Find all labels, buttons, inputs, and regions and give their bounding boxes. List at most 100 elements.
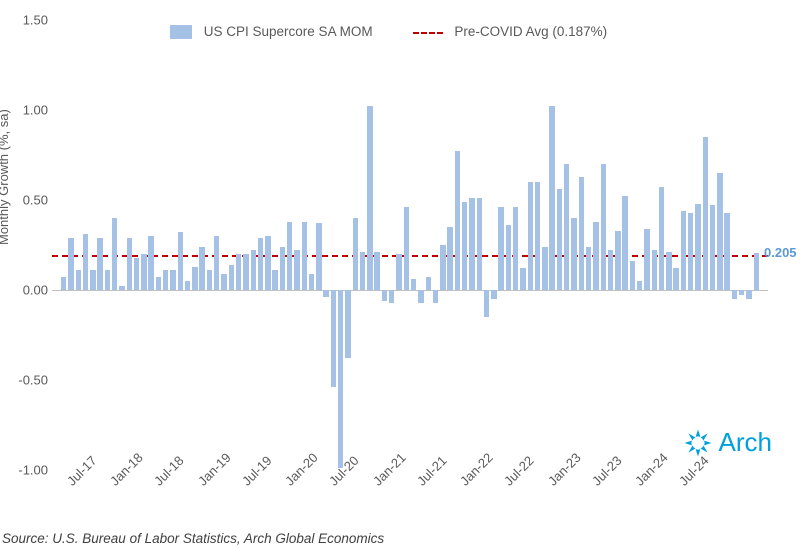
zero-axis-line [52,290,768,291]
bar [579,177,584,290]
bar [105,270,110,290]
bar [652,250,657,290]
bar [615,231,620,290]
bar [309,274,314,290]
arch-logo: Arch [683,427,772,458]
bar [571,218,576,290]
bar [469,198,474,290]
bar [549,106,554,290]
chart-container: Monthly Growth (%, sa) -1.00-0.500.000.5… [0,0,800,548]
bar [148,236,153,290]
bar [141,254,146,290]
bar [265,236,270,290]
bar [528,182,533,290]
y-tick-label: 1.00 [4,103,48,118]
bar [622,196,627,290]
legend-series-label: US CPI Supercore SA MOM [204,24,373,39]
bar [506,225,511,290]
bar [659,187,664,290]
bar [447,227,452,290]
bar [382,290,387,301]
bar [214,236,219,290]
bar [637,281,642,290]
x-tick-label: Jul-20 [326,478,337,489]
legend-refline-label: Pre-COVID Avg (0.187%) [454,24,607,39]
bar [703,137,708,290]
bar [119,286,124,290]
bar [542,247,547,290]
x-tick-label: Jan-24 [632,478,643,489]
bar [280,247,285,290]
bar [76,270,81,290]
bar [557,189,562,290]
y-tick-label: 1.50 [4,13,48,28]
bar [243,254,248,290]
bar [353,218,358,290]
bar [491,290,496,299]
bar [418,290,423,303]
bar [666,252,671,290]
bar [178,232,183,290]
bar [236,254,241,290]
arch-logo-icon [683,428,713,458]
x-tick-label: Jul-24 [676,478,687,489]
legend-dash-icon [413,32,443,34]
y-tick-label: 0.00 [4,283,48,298]
bar [221,274,226,290]
bar [513,207,518,290]
bar [287,222,292,290]
bar [724,213,729,290]
bar [134,258,139,290]
bar [440,245,445,290]
bar [404,207,409,290]
bar [739,290,744,295]
y-tick-label: 0.50 [4,193,48,208]
bar [732,290,737,299]
bar [83,234,88,290]
bar [229,265,234,290]
bar [593,222,598,290]
bar [156,277,161,290]
bar [586,247,591,290]
bar [717,173,722,290]
bar [754,253,759,290]
bar [433,290,438,303]
x-tick-label: Jul-19 [239,478,250,489]
y-tick-label: -0.50 [4,373,48,388]
bar [710,205,715,290]
bar [207,270,212,290]
bar [462,202,467,290]
bar [455,151,460,290]
x-tick-label: Jul-21 [414,478,425,489]
bar [251,250,256,290]
bar [601,164,606,290]
bar [316,223,321,290]
bar [258,238,263,290]
x-tick-label: Jul-18 [151,478,162,489]
bar [367,106,372,290]
bar [564,164,569,290]
bar [426,277,431,290]
bar [520,268,525,290]
plot-area [52,20,768,470]
bar [535,182,540,290]
bar [331,290,336,387]
x-tick-label: Jan-20 [282,478,293,489]
arch-logo-text: Arch [719,427,772,458]
bar [97,238,102,290]
bar [477,198,482,290]
bar [127,238,132,290]
x-tick-label: Jan-23 [545,478,556,489]
bar [163,270,168,290]
bar [323,290,328,297]
source-caption: Source: U.S. Bureau of Labor Statistics,… [2,531,384,546]
x-tick-label: Jul-17 [64,478,75,489]
bar [644,229,649,290]
bar [498,207,503,290]
x-tick-label: Jan-22 [457,478,468,489]
bar [695,204,700,290]
bar [199,247,204,290]
bar [630,261,635,290]
bar [294,250,299,290]
bar [345,290,350,358]
